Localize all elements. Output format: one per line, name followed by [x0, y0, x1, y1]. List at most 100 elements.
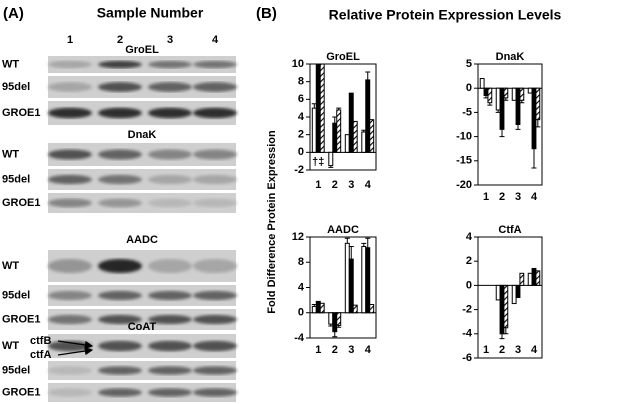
blot-band — [48, 82, 92, 92]
bar — [352, 120, 358, 153]
x-tick-label: 4 — [365, 179, 372, 191]
x-tick-label: 2 — [499, 191, 505, 203]
y-axis-label: Fold Difference Protein Expression — [266, 130, 278, 314]
y-tick-label: -6 — [462, 352, 472, 364]
row-label: GROE1 — [2, 107, 41, 119]
blot-band — [98, 340, 142, 352]
chart-title: AADC — [327, 224, 359, 236]
y-tick-label: 0 — [466, 279, 472, 291]
y-tick-label: 2 — [466, 255, 472, 267]
error-bar — [499, 129, 505, 138]
y-tick-label: 8 — [298, 256, 304, 268]
blot-band — [193, 198, 237, 208]
blot-band — [193, 366, 237, 375]
blot-band — [148, 314, 192, 325]
blot-band — [98, 198, 142, 208]
error-bar — [365, 237, 371, 248]
x-tick-label: 4 — [531, 191, 538, 203]
blot-band — [48, 60, 92, 69]
blot-band — [98, 174, 142, 185]
row-label: WT — [2, 340, 19, 352]
y-tick-label: 6 — [298, 93, 304, 105]
blot-band — [98, 107, 142, 119]
blot-band — [193, 149, 237, 160]
bar — [535, 87, 541, 121]
error-bar — [328, 165, 334, 168]
blot-band — [98, 388, 142, 397]
bar — [348, 258, 354, 314]
y-tick-label: 4 — [298, 281, 305, 293]
y-tick-label: 2 — [298, 129, 304, 141]
blot-band — [148, 258, 192, 274]
blot-band — [98, 258, 142, 274]
blot-band — [48, 107, 92, 119]
x-tick-label: 1 — [483, 191, 489, 203]
error-bar — [503, 97, 509, 101]
bar — [319, 302, 325, 314]
error-bar — [499, 333, 505, 340]
blot-band — [48, 340, 92, 352]
bar — [361, 245, 367, 314]
error-bar — [365, 71, 371, 80]
blot-band — [148, 290, 192, 301]
blot-title: AADC — [126, 234, 158, 246]
blot-band — [98, 149, 142, 160]
blot-band — [193, 258, 237, 274]
bar — [344, 134, 350, 153]
blot-band — [48, 290, 92, 301]
blot-band — [148, 107, 192, 119]
bar — [319, 63, 325, 153]
bar — [336, 312, 342, 326]
row-label: 95del — [2, 173, 30, 185]
bar — [361, 131, 367, 153]
chart-title: GroEL — [326, 51, 360, 63]
blot-band — [193, 340, 237, 352]
y-tick-label: -5 — [462, 106, 472, 118]
row-label: 95del — [2, 81, 30, 93]
blot-band — [48, 174, 92, 185]
blot-band — [193, 388, 237, 397]
blot-band — [148, 82, 192, 92]
bar — [503, 87, 509, 99]
blot-band — [148, 366, 192, 375]
blot-band — [98, 60, 142, 69]
blot-band — [98, 82, 142, 92]
y-tick-label: 12 — [292, 231, 304, 243]
arrow-label: ctfB — [30, 335, 51, 347]
bar — [519, 272, 525, 286]
blot-band — [148, 174, 192, 185]
arrow — [57, 346, 94, 356]
bar — [515, 87, 521, 125]
blot-band — [98, 366, 142, 375]
error-bar — [315, 300, 321, 303]
blot-band — [193, 314, 237, 325]
blot-band — [48, 314, 92, 325]
x-tick-label: 3 — [515, 191, 521, 203]
blot-band — [48, 198, 92, 208]
bar — [311, 305, 317, 314]
blot-band — [193, 174, 237, 185]
arrow-label: ctfA — [30, 349, 51, 361]
bar — [495, 87, 501, 111]
blot-title: CoAT — [128, 321, 157, 333]
row-label: 95del — [2, 289, 30, 301]
blot-band — [48, 366, 92, 375]
bar — [483, 87, 489, 96]
blot-band — [148, 60, 192, 69]
lane-label: 1 — [67, 34, 73, 46]
bar — [527, 272, 533, 286]
chart-title: DnaK — [496, 51, 525, 63]
y-tick-label: 5 — [466, 58, 472, 70]
panel-title: Sample Number — [97, 5, 204, 21]
bar — [328, 151, 334, 167]
bar — [519, 87, 525, 101]
x-tick-label: 3 — [348, 179, 354, 191]
annotation: †‡ — [312, 156, 324, 168]
y-tick-label: 4 — [298, 111, 305, 123]
error-bar — [503, 327, 509, 335]
y-tick-label: -10 — [456, 131, 472, 143]
bar — [332, 312, 338, 333]
x-tick-label: 2 — [332, 179, 338, 191]
error-bar — [515, 124, 521, 130]
blot-band — [148, 149, 192, 160]
